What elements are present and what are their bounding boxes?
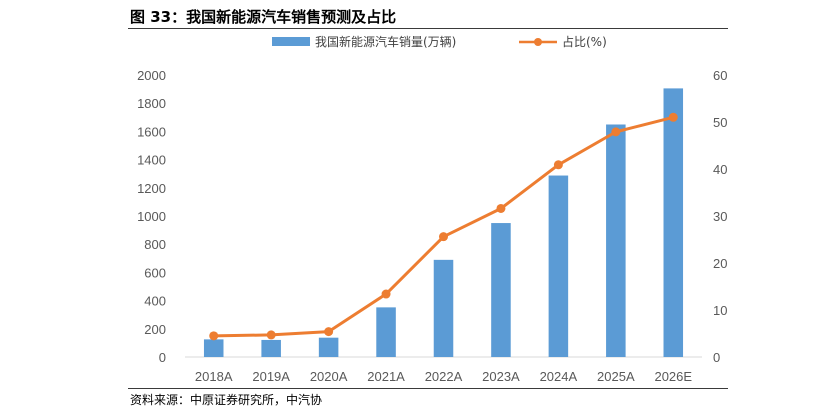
y-left-tick-label: 2000 <box>137 68 166 83</box>
y-left-tick-label: 1800 <box>137 96 166 111</box>
x-tick-label: 2023A <box>482 369 520 384</box>
source-rule <box>128 388 728 389</box>
legend-bar-swatch <box>272 37 310 46</box>
x-tick-label: 2022A <box>425 369 463 384</box>
x-tick-label: 2026E <box>654 369 692 384</box>
y-right-tick-label: 30 <box>713 209 727 224</box>
legend-line-marker <box>534 38 542 46</box>
y-left-tick-label: 1600 <box>137 124 166 139</box>
y-right-tick-label: 40 <box>713 162 727 177</box>
legend: 我国新能源汽车销量(万辆) 占比(%) <box>272 34 607 49</box>
plot-area: 0 200 400 600 800 1000 1200 1400 1600 1800 2000 0 10… <box>137 68 727 384</box>
share-point <box>324 327 334 337</box>
title-rule <box>128 28 728 29</box>
y-right-tick-label: 0 <box>713 350 720 365</box>
share-point <box>381 289 391 299</box>
x-tick-label: 2018A <box>195 369 233 384</box>
share-point <box>439 232 448 242</box>
y-right-tick-label: 60 <box>713 68 727 83</box>
y-left-tick-label: 200 <box>144 322 166 337</box>
share-point <box>611 127 621 137</box>
bar <box>663 88 684 358</box>
source-note: 资料来源：中原证券研究所，中汽协 <box>130 393 323 407</box>
x-tick-label: 2021A <box>367 369 405 384</box>
bar <box>491 223 511 357</box>
figure-title: 图 33：我国新能源汽车销售预测及占比 <box>130 8 397 26</box>
share-point <box>266 330 276 340</box>
x-tick-label: 2024A <box>540 369 578 384</box>
bar <box>433 259 454 357</box>
y-right-tick-label: 10 <box>713 303 727 318</box>
y-left-tick-label: 800 <box>144 237 166 252</box>
x-tick-label: 2025A <box>597 369 635 384</box>
bar <box>376 307 396 357</box>
share-point <box>553 160 563 170</box>
y-left-tick-label: 400 <box>144 294 166 309</box>
y-right-tick-label: 50 <box>713 115 727 130</box>
share-point <box>209 331 219 341</box>
x-tick-label: 2020A <box>310 369 348 384</box>
bar <box>261 339 281 357</box>
bar <box>606 124 626 357</box>
x-tick-label: 2019A <box>252 369 290 384</box>
y-left-tick-label: 600 <box>144 265 166 280</box>
y-right-tick-label: 20 <box>713 256 727 271</box>
bar <box>203 339 224 357</box>
y-left-tick-label: 0 <box>159 350 166 365</box>
legend-bar-label: 我国新能源汽车销量(万辆) <box>315 34 456 49</box>
legend-line-label: 占比(%) <box>562 34 607 49</box>
bar <box>318 337 339 357</box>
y-left-tick-label: 1400 <box>137 153 166 168</box>
share-point <box>668 112 678 122</box>
share-point <box>496 203 506 213</box>
bar <box>548 175 569 357</box>
y-left-tick-label: 1000 <box>137 209 166 224</box>
y-left-tick-label: 1200 <box>137 181 166 196</box>
